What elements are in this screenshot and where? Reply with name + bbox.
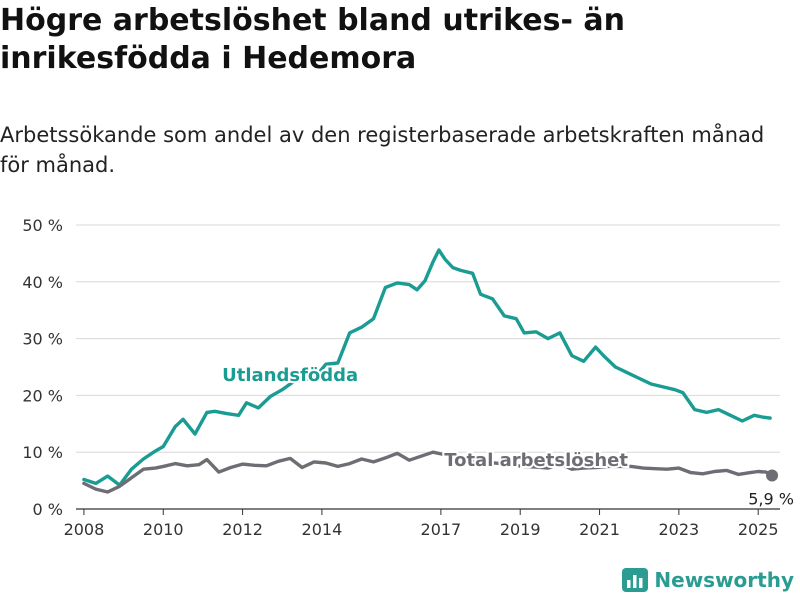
x-tick-label: 2014 (302, 520, 343, 539)
y-tick-label: 10 % (22, 443, 63, 462)
x-tick-label: 2019 (500, 520, 541, 539)
x-tick-label: 2023 (659, 520, 700, 539)
grid-lines (76, 224, 780, 510)
newsworthy-logo: Newsworthy (622, 566, 794, 594)
series-label-total: Total arbetslöshet (444, 450, 628, 471)
series-lines (82, 248, 774, 494)
x-tick-label: 2012 (222, 520, 263, 539)
end-value-label: 5,9 % (748, 489, 794, 508)
x-axis-ticks: 2008 2010 2012 2014 2017 2019 2021 2023 2025 (64, 509, 779, 539)
x-tick-label: 2025 (738, 520, 779, 539)
y-tick-label: 30 % (22, 330, 63, 349)
x-tick-label: 2021 (579, 520, 620, 539)
series-line-utlandsfodda (82, 248, 772, 487)
bar-chart-logo-icon (622, 568, 649, 592)
series-line-total (82, 450, 774, 494)
x-tick-label: 2017 (421, 520, 462, 539)
series-label-utlandsfodda: Utlandsfödda (222, 365, 358, 386)
y-tick-label: 20 % (22, 386, 63, 405)
y-tick-label: 40 % (22, 273, 63, 292)
series-annotations: 5,9 % Utlandsfödda Total arbetslöshet (220, 363, 794, 508)
chart-subtitle: Arbetssökande som andel av den registerb… (0, 123, 765, 177)
line-chart: 0 % 10 % 20 % 30 % 40 % 50 % 2008 2010 2012 2014… (22, 216, 794, 539)
y-tick-label: 0 % (33, 500, 63, 519)
x-tick-label: 2010 (143, 520, 184, 539)
y-tick-label: 50 % (22, 216, 63, 235)
newsworthy-logo-text: Newsworthy (654, 568, 794, 592)
chart-title: Högre arbetslöshet bland utrikes- än inr… (0, 3, 625, 76)
y-axis-ticks: 0 % 10 % 20 % 30 % 40 % 50 % (22, 216, 63, 519)
series-end-point (766, 469, 779, 482)
x-tick-label: 2008 (64, 520, 105, 539)
